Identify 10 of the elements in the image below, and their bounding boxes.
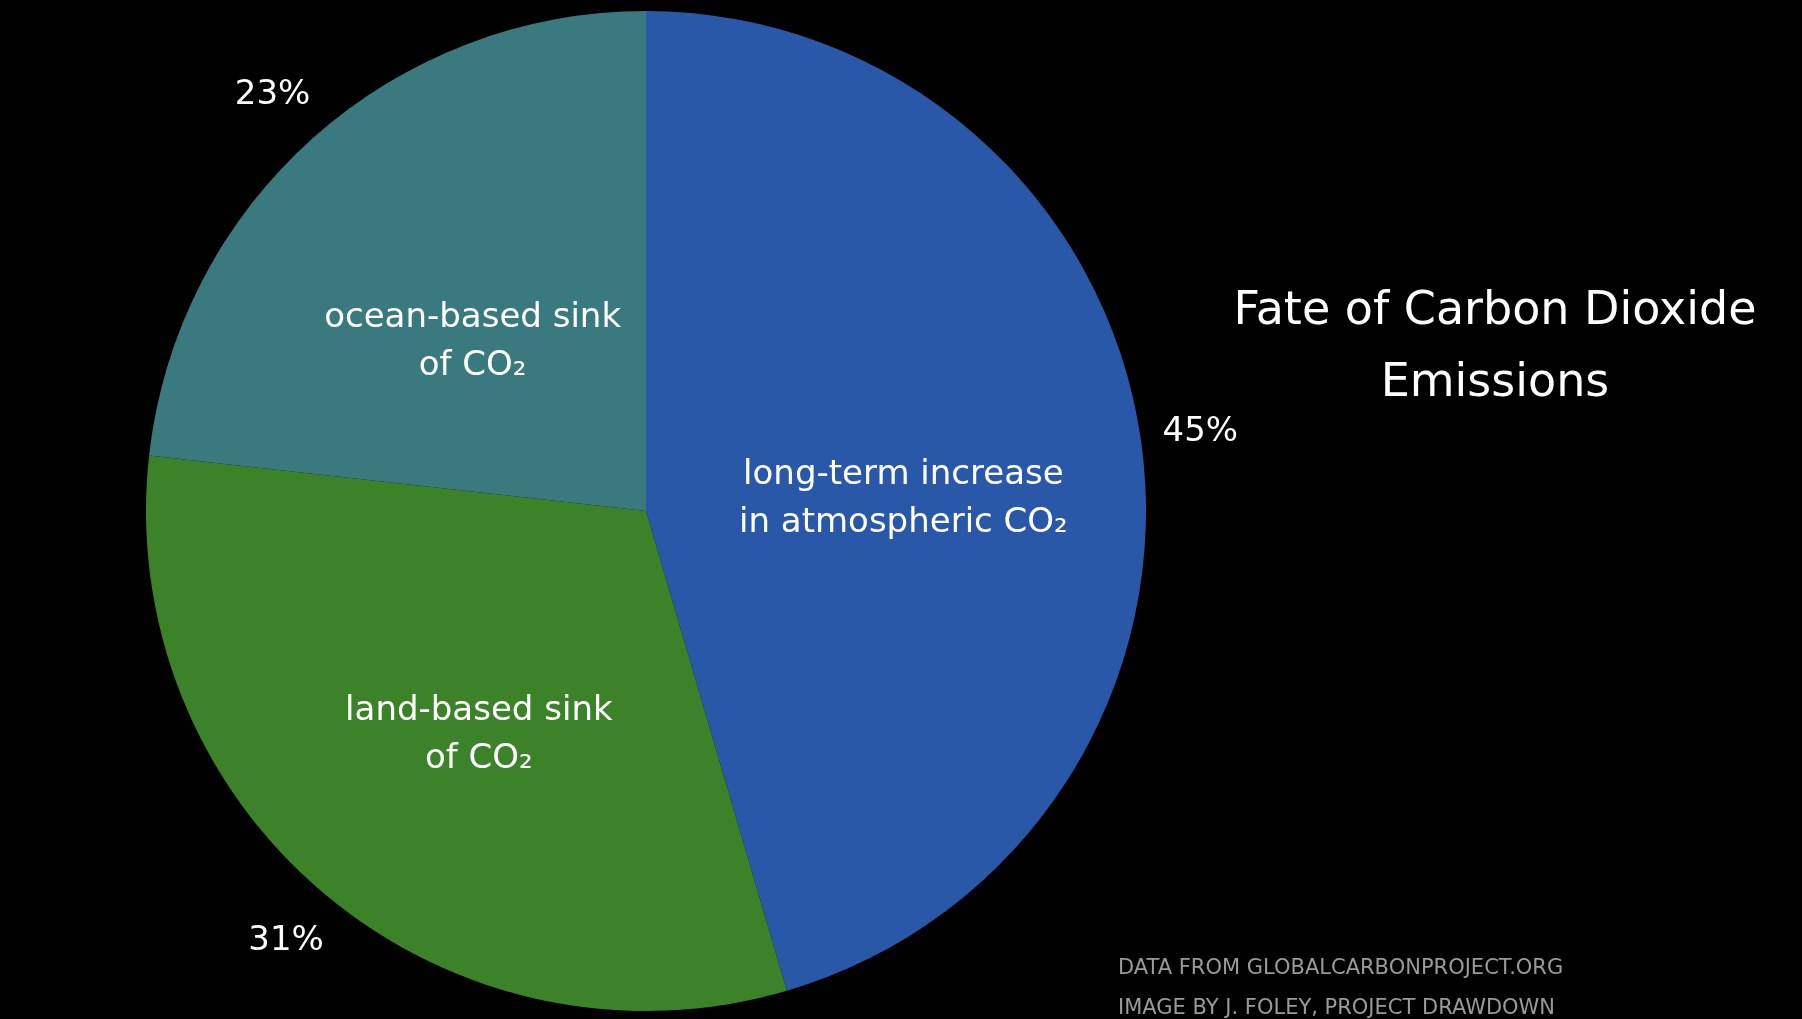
data-label: 23% — [234, 71, 311, 112]
text: Fate of Carbon Dioxide Emissions — [1233, 281, 1757, 407]
pie-slice — [149, 11, 646, 511]
text: DATA FROM GLOBALCARBONPROJECT.ORG — [1118, 955, 1564, 979]
slice-label: ocean-based sink of CO₂ — [324, 295, 622, 384]
data-label: 31% — [248, 917, 324, 958]
slice-label: land-based sink of CO₂ — [345, 688, 613, 777]
slice-label: long-term increase in atmospheric CO₂ — [738, 452, 1068, 540]
text: IMAGE BY J. FOLEY, PROJECT DRAWDOWN — [1118, 995, 1556, 1019]
data-label: 45% — [1162, 409, 1239, 450]
